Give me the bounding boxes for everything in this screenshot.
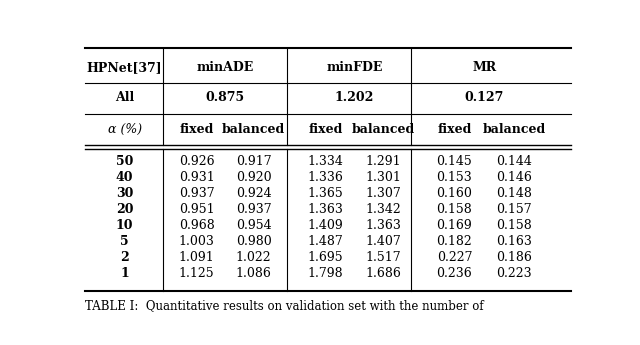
Text: 50: 50 — [116, 155, 133, 168]
Text: 10: 10 — [116, 219, 133, 232]
Text: 0.157: 0.157 — [496, 203, 532, 216]
Text: minADE: minADE — [196, 61, 253, 75]
Text: 0.182: 0.182 — [436, 235, 472, 248]
Text: 0.917: 0.917 — [236, 155, 271, 168]
Text: TABLE I:  Quantitative results on validation set with the number of: TABLE I: Quantitative results on validat… — [85, 299, 484, 312]
Text: 0.937: 0.937 — [179, 187, 214, 200]
Text: 0.148: 0.148 — [496, 187, 532, 200]
Text: 1.086: 1.086 — [236, 267, 271, 279]
Text: 0.968: 0.968 — [179, 219, 214, 232]
Text: balanced: balanced — [352, 123, 415, 136]
Text: 1.798: 1.798 — [308, 267, 343, 279]
Text: 1.091: 1.091 — [179, 250, 214, 264]
Text: 0.144: 0.144 — [496, 155, 532, 168]
Text: α (%): α (%) — [108, 123, 141, 136]
Text: 1.363: 1.363 — [365, 219, 401, 232]
Text: minFDE: minFDE — [326, 61, 383, 75]
Text: 0.951: 0.951 — [179, 203, 214, 216]
Text: 0.145: 0.145 — [436, 155, 472, 168]
Text: 0.127: 0.127 — [465, 91, 504, 104]
Text: 5: 5 — [120, 235, 129, 248]
Text: fixed: fixed — [308, 123, 342, 136]
Text: 1.022: 1.022 — [236, 250, 271, 264]
Text: 0.169: 0.169 — [436, 219, 472, 232]
Text: 0.924: 0.924 — [236, 187, 271, 200]
Text: 1.686: 1.686 — [365, 267, 401, 279]
Text: fixed: fixed — [179, 123, 214, 136]
Text: 0.236: 0.236 — [436, 267, 472, 279]
Text: 1.342: 1.342 — [365, 203, 401, 216]
Text: balanced: balanced — [222, 123, 285, 136]
Text: 0.153: 0.153 — [436, 171, 472, 184]
Text: 0.926: 0.926 — [179, 155, 214, 168]
Text: 1.487: 1.487 — [308, 235, 344, 248]
Text: 1.003: 1.003 — [179, 235, 214, 248]
Text: 0.163: 0.163 — [496, 235, 532, 248]
Text: 2: 2 — [120, 250, 129, 264]
Text: 0.954: 0.954 — [236, 219, 271, 232]
Text: 0.223: 0.223 — [496, 267, 532, 279]
Text: 0.160: 0.160 — [436, 187, 472, 200]
Text: 20: 20 — [116, 203, 133, 216]
Text: 0.146: 0.146 — [496, 171, 532, 184]
Text: 0.980: 0.980 — [236, 235, 271, 248]
Text: 1.202: 1.202 — [335, 91, 374, 104]
Text: 1.125: 1.125 — [179, 267, 214, 279]
Text: 1.409: 1.409 — [308, 219, 344, 232]
Text: 1: 1 — [120, 267, 129, 279]
Text: 0.227: 0.227 — [436, 250, 472, 264]
Text: 0.186: 0.186 — [496, 250, 532, 264]
Text: All: All — [115, 91, 134, 104]
Text: 0.875: 0.875 — [205, 91, 244, 104]
Text: balanced: balanced — [483, 123, 546, 136]
Text: 40: 40 — [116, 171, 133, 184]
Text: 0.158: 0.158 — [436, 203, 472, 216]
Text: 1.307: 1.307 — [365, 187, 401, 200]
Text: 1.336: 1.336 — [308, 171, 344, 184]
Text: fixed: fixed — [437, 123, 472, 136]
Text: 0.158: 0.158 — [496, 219, 532, 232]
Text: 1.334: 1.334 — [308, 155, 344, 168]
Text: 1.517: 1.517 — [365, 250, 401, 264]
Text: 1.365: 1.365 — [308, 187, 344, 200]
Text: 0.931: 0.931 — [179, 171, 214, 184]
Text: 1.291: 1.291 — [365, 155, 401, 168]
Text: 0.920: 0.920 — [236, 171, 271, 184]
Text: 1.301: 1.301 — [365, 171, 401, 184]
Text: 1.695: 1.695 — [308, 250, 343, 264]
Text: HPNet[37]: HPNet[37] — [87, 61, 163, 75]
Text: 1.363: 1.363 — [308, 203, 344, 216]
Text: 0.937: 0.937 — [236, 203, 271, 216]
Text: 1.407: 1.407 — [365, 235, 401, 248]
Text: MR: MR — [472, 61, 496, 75]
Text: 30: 30 — [116, 187, 133, 200]
